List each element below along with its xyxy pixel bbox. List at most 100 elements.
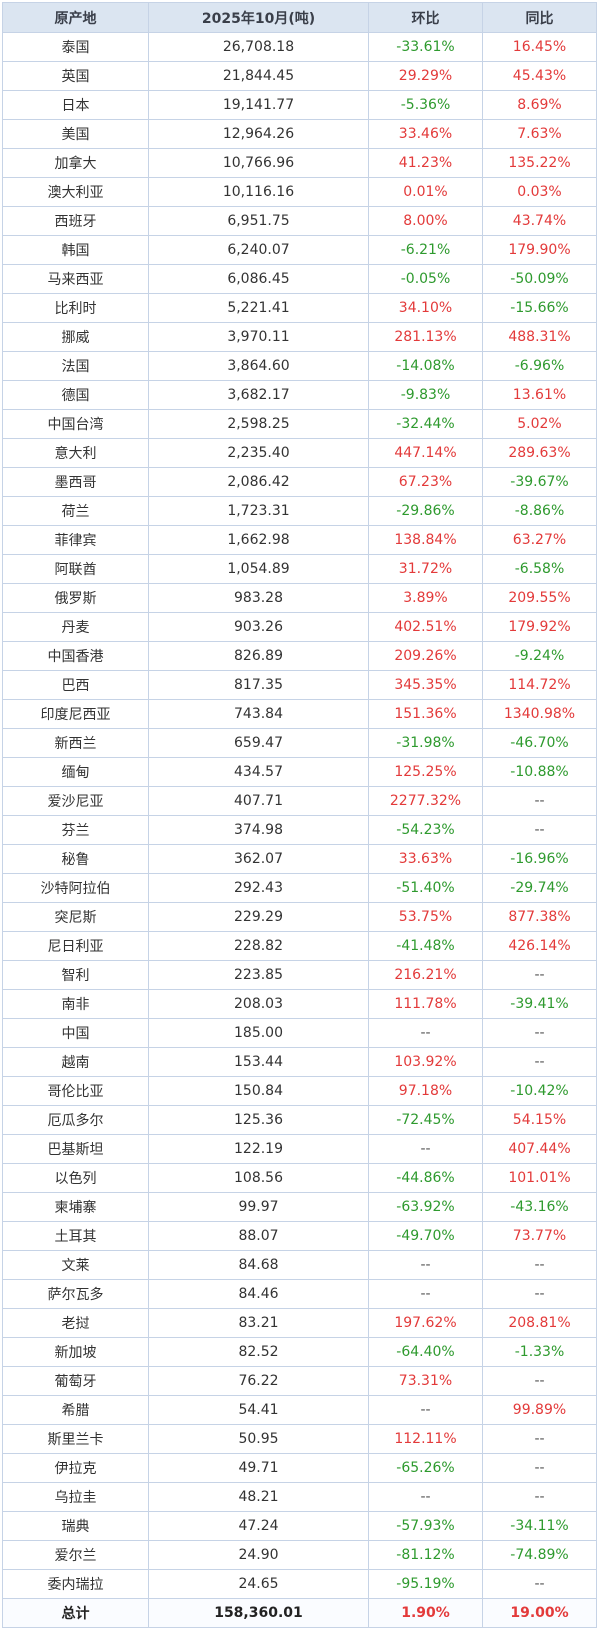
volume-cell: 185.00	[148, 1018, 369, 1048]
mom-cell: -57.93%	[368, 1511, 483, 1541]
table-row: 丹麦 903.26 402.51% 179.92%	[2, 612, 597, 642]
volume-cell: 743.84	[148, 699, 369, 729]
yoy-cell: 13.61%	[482, 380, 597, 410]
mom-cell: --	[368, 1018, 483, 1048]
origin-cell: 英国	[2, 61, 149, 91]
volume-cell: 229.29	[148, 902, 369, 932]
table-row: 加拿大 10,766.96 41.23% 135.22%	[2, 148, 597, 178]
volume-cell: 99.97	[148, 1192, 369, 1222]
volume-cell: 10,766.96	[148, 148, 369, 178]
header-mom: 环比	[368, 2, 483, 33]
table-row: 菲律宾 1,662.98 138.84% 63.27%	[2, 525, 597, 555]
table-row: 荷兰 1,723.31 -29.86% -8.86%	[2, 496, 597, 526]
yoy-cell: 114.72%	[482, 670, 597, 700]
table-row: 突尼斯 229.29 53.75% 877.38%	[2, 902, 597, 932]
origin-cell: 乌拉圭	[2, 1482, 149, 1512]
volume-cell: 3,864.60	[148, 351, 369, 381]
origin-cell: 瑞典	[2, 1511, 149, 1541]
yoy-cell: 8.69%	[482, 90, 597, 120]
volume-cell: 83.21	[148, 1308, 369, 1338]
origin-cell: 爱沙尼亚	[2, 786, 149, 816]
table-row: 新加坡 82.52 -64.40% -1.33%	[2, 1337, 597, 1367]
mom-cell: -72.45%	[368, 1105, 483, 1135]
yoy-cell: --	[482, 1018, 597, 1048]
mom-cell: 345.35%	[368, 670, 483, 700]
volume-cell: 26,708.18	[148, 32, 369, 62]
volume-cell: 6,240.07	[148, 235, 369, 265]
mom-cell: -51.40%	[368, 873, 483, 903]
volume-cell: 1,662.98	[148, 525, 369, 555]
table-row: 萨尔瓦多 84.46 -- --	[2, 1279, 597, 1309]
volume-cell: 21,844.45	[148, 61, 369, 91]
yoy-cell: --	[482, 1424, 597, 1454]
volume-cell: 1,054.89	[148, 554, 369, 584]
origin-cell: 厄瓜多尔	[2, 1105, 149, 1135]
volume-cell: 817.35	[148, 670, 369, 700]
yoy-cell: -74.89%	[482, 1540, 597, 1570]
table-row: 文莱 84.68 -- --	[2, 1250, 597, 1280]
table-row: 瑞典 47.24 -57.93% -34.11%	[2, 1511, 597, 1541]
origin-cell: 爱尔兰	[2, 1540, 149, 1570]
yoy-cell: -39.41%	[482, 989, 597, 1019]
origin-cell: 法国	[2, 351, 149, 381]
table-row: 以色列 108.56 -44.86% 101.01%	[2, 1163, 597, 1193]
origin-cell: 马来西亚	[2, 264, 149, 294]
table-row: 乌拉圭 48.21 -- --	[2, 1482, 597, 1512]
table-row: 希腊 54.41 -- 99.89%	[2, 1395, 597, 1425]
yoy-cell: --	[482, 1569, 597, 1599]
origin-cell: 中国台湾	[2, 409, 149, 439]
volume-cell: 3,682.17	[148, 380, 369, 410]
origin-cell: 意大利	[2, 438, 149, 468]
table-row: 芬兰 374.98 -54.23% --	[2, 815, 597, 845]
volume-cell: 659.47	[148, 728, 369, 758]
origin-cell: 荷兰	[2, 496, 149, 526]
origin-cell: 萨尔瓦多	[2, 1279, 149, 1309]
mom-cell: --	[368, 1482, 483, 1512]
mom-cell: --	[368, 1395, 483, 1425]
volume-cell: 108.56	[148, 1163, 369, 1193]
volume-cell: 49.71	[148, 1453, 369, 1483]
yoy-cell: -46.70%	[482, 728, 597, 758]
origin-cell: 比利时	[2, 293, 149, 323]
yoy-cell: --	[482, 786, 597, 816]
mom-cell: -95.19%	[368, 1569, 483, 1599]
table-row: 英国 21,844.45 29.29% 45.43%	[2, 61, 597, 91]
mom-cell: 447.14%	[368, 438, 483, 468]
yoy-cell: 289.63%	[482, 438, 597, 468]
origin-cell: 柬埔寨	[2, 1192, 149, 1222]
origin-cell: 以色列	[2, 1163, 149, 1193]
yoy-cell: 209.55%	[482, 583, 597, 613]
yoy-cell: -15.66%	[482, 293, 597, 323]
mom-cell: 29.29%	[368, 61, 483, 91]
mom-cell: 216.21%	[368, 960, 483, 990]
mom-cell: 67.23%	[368, 467, 483, 497]
volume-cell: 153.44	[148, 1047, 369, 1077]
yoy-cell: -50.09%	[482, 264, 597, 294]
yoy-cell: 16.45%	[482, 32, 597, 62]
volume-cell: 50.95	[148, 1424, 369, 1454]
yoy-cell: 5.02%	[482, 409, 597, 439]
table-row: 墨西哥 2,086.42 67.23% -39.67%	[2, 467, 597, 497]
table-row: 斯里兰卡 50.95 112.11% --	[2, 1424, 597, 1454]
volume-cell: 826.89	[148, 641, 369, 671]
table-row: 澳大利亚 10,116.16 0.01% 0.03%	[2, 177, 597, 207]
mom-cell: 209.26%	[368, 641, 483, 671]
origin-cell: 加拿大	[2, 148, 149, 178]
total-mom: 1.90%	[368, 1598, 483, 1628]
volume-cell: 76.22	[148, 1366, 369, 1396]
volume-cell: 903.26	[148, 612, 369, 642]
table-header-row: 原产地 2025年10月(吨) 环比 同比	[2, 2, 597, 33]
mom-cell: -32.44%	[368, 409, 483, 439]
origin-cell: 巴西	[2, 670, 149, 700]
yoy-cell: 407.44%	[482, 1134, 597, 1164]
volume-cell: 5,221.41	[148, 293, 369, 323]
volume-cell: 2,235.40	[148, 438, 369, 468]
table-row: 缅甸 434.57 125.25% -10.88%	[2, 757, 597, 787]
yoy-cell: --	[482, 1482, 597, 1512]
origin-cell: 智利	[2, 960, 149, 990]
origin-cell: 葡萄牙	[2, 1366, 149, 1396]
table-row: 哥伦比亚 150.84 97.18% -10.42%	[2, 1076, 597, 1106]
table-row: 德国 3,682.17 -9.83% 13.61%	[2, 380, 597, 410]
volume-cell: 2,086.42	[148, 467, 369, 497]
table-row: 委内瑞拉 24.65 -95.19% --	[2, 1569, 597, 1599]
